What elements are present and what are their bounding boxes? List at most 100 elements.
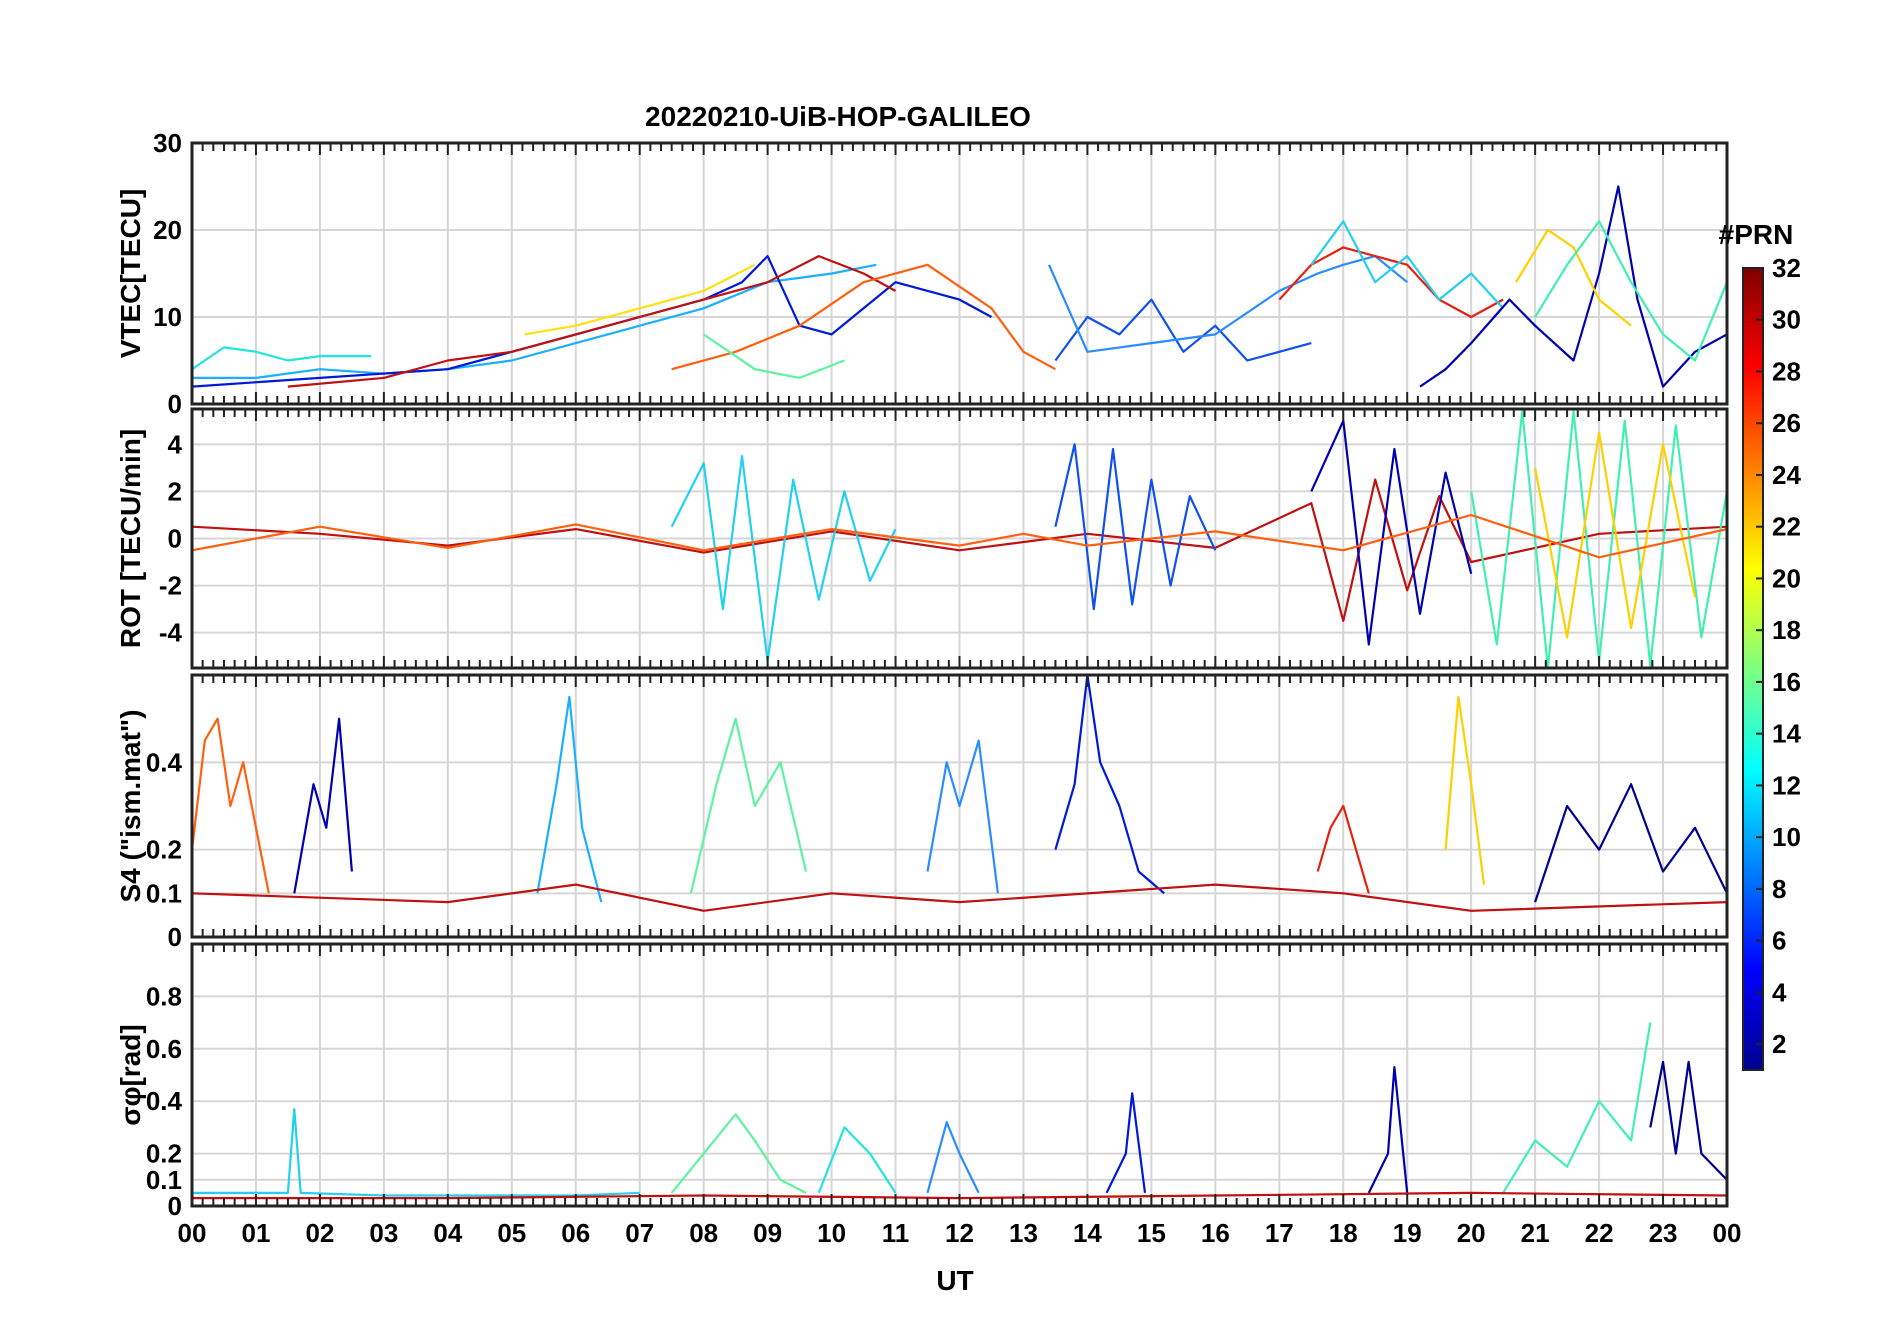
- x-tick-label: 04: [433, 1218, 462, 1248]
- x-tick-label: 18: [1329, 1218, 1358, 1248]
- series-prn-7: [1054, 443, 1217, 611]
- y-tick-label: 0: [168, 1191, 182, 1221]
- series-prn-9: [1047, 255, 1408, 353]
- series-group: [192, 675, 1727, 912]
- x-tick-label: 10: [817, 1218, 846, 1248]
- x-tick-label: 00: [178, 1218, 207, 1248]
- y-tick-label: 0.8: [146, 981, 182, 1011]
- series-prn-2: [1367, 1065, 1409, 1194]
- panel-frame: [190, 141, 1729, 406]
- series-prn-19: [1444, 695, 1486, 885]
- series-prn-28: [1316, 804, 1370, 894]
- x-tick-label: 02: [305, 1218, 334, 1248]
- x-tick-label: 07: [625, 1218, 654, 1248]
- x-tick-label: 06: [561, 1218, 590, 1248]
- series-prn-25: [192, 513, 1727, 559]
- x-tick-label: 12: [945, 1218, 974, 1248]
- x-tick-label: 00: [1713, 1218, 1742, 1248]
- x-tick-label: 05: [497, 1218, 526, 1248]
- y-tick-label: 0.6: [146, 1034, 182, 1064]
- series-prn-2: [293, 717, 353, 894]
- colorbar-tick-label: 32: [1772, 253, 1801, 283]
- series-prn-7: [1054, 298, 1312, 362]
- series-prn-3: [192, 255, 993, 388]
- series-prn-15: [1534, 220, 1727, 362]
- colorbar-title: #PRN: [1719, 219, 1794, 250]
- series-prn-10: [536, 695, 603, 903]
- x-tick-label: 14: [1073, 1218, 1102, 1248]
- x-tick-label: 15: [1137, 1218, 1166, 1248]
- series-prn-2: [1419, 185, 1727, 388]
- y-tick-label: 0: [168, 922, 182, 952]
- x-tick-label: 19: [1393, 1218, 1422, 1248]
- colorbar-tick-label: 26: [1772, 408, 1801, 438]
- series-prn-12: [670, 455, 897, 663]
- panel-s4: 0 0.1 0.2 0.4S4 ("ism.mat"): [115, 673, 1729, 952]
- series-prn-3: [1105, 1092, 1147, 1194]
- colorbar-tick-label: 30: [1772, 305, 1801, 335]
- series-prn-25: [192, 717, 270, 894]
- y-tick-label: 2: [168, 476, 182, 506]
- y-tick-label: 0: [168, 524, 182, 554]
- series-prn-12: [1310, 220, 1504, 310]
- x-tick-label: 09: [753, 1218, 782, 1248]
- x-tick-label: 22: [1585, 1218, 1614, 1248]
- colorbar-tick-label: 14: [1772, 719, 1801, 749]
- colorbar-tick-label: 20: [1772, 563, 1801, 593]
- colorbar-tick-label: 10: [1772, 822, 1801, 852]
- series-prn-3: [1054, 675, 1165, 895]
- colorbar-gradient: [1742, 267, 1764, 1071]
- y-tick-label: 0.2: [146, 835, 182, 865]
- y-tick-label: 30: [153, 128, 182, 158]
- series-prn-16: [703, 333, 845, 379]
- y-tick-label: 0.1: [146, 878, 182, 908]
- y-tick-label: 0.4: [146, 747, 183, 777]
- y-axis-label-vtec: VTEC[TECU]: [115, 189, 146, 359]
- panel-rot: -4 -2 0 2 4 ROT [TECU/min]: [115, 407, 1729, 670]
- series-prn-15: [1502, 1022, 1652, 1194]
- x-axis-label: UT: [936, 1265, 973, 1296]
- series-prn-30: [192, 883, 1727, 912]
- series-prn-1: [1649, 1060, 1727, 1181]
- panel-sigma: 00.10.2 0.4 0.6 0.8σφ[rad]: [115, 942, 1729, 1221]
- x-tick-label: 11: [882, 1218, 910, 1248]
- x-tick-label: 08: [689, 1218, 718, 1248]
- series-prn-28: [1278, 246, 1504, 319]
- panel-frame: [190, 942, 1729, 1208]
- colorbar-tick-label: 2: [1772, 1029, 1786, 1059]
- y-tick-label: 0: [168, 389, 182, 419]
- series-prn-30: [287, 255, 897, 388]
- colorbar-tick-label: 28: [1772, 356, 1801, 386]
- series-prn-19: [1534, 431, 1697, 639]
- series-prn-19: [1514, 228, 1632, 327]
- panel-frame: [190, 407, 1729, 670]
- colorbar-tick-label: 24: [1772, 460, 1801, 490]
- y-axis-label-s4: S4 ("ism.mat"): [115, 709, 146, 902]
- colorbar-tick-label: 22: [1772, 512, 1801, 542]
- chart-title: 20220210-UiB-HOP-GALILEO: [645, 101, 1031, 132]
- colorbar-tick-label: 16: [1772, 667, 1801, 697]
- colorbar-tick-label: 4: [1772, 977, 1787, 1007]
- y-tick-label: -2: [159, 571, 182, 601]
- colorbar-tick-label: 6: [1772, 926, 1786, 956]
- series-prn-16: [689, 717, 808, 894]
- series-prn-12: [192, 1107, 640, 1197]
- series-prn-13: [192, 346, 372, 371]
- series-prn-10: [192, 263, 877, 379]
- x-tick-label: 16: [1201, 1218, 1230, 1248]
- y-tick-label: 4: [168, 429, 183, 459]
- x-tick-label: 01: [241, 1218, 270, 1248]
- series-prn-13: [817, 1126, 897, 1194]
- x-tick-label: 13: [1009, 1218, 1038, 1248]
- series-group: [192, 185, 1727, 388]
- x-tick-label: 20: [1457, 1218, 1486, 1248]
- x-tick-label: 23: [1649, 1218, 1678, 1248]
- x-tick-label: 17: [1265, 1218, 1294, 1248]
- x-tick-label: 21: [1521, 1218, 1550, 1248]
- colorbar-tick-label: 12: [1772, 770, 1801, 800]
- y-axis-label-sigma: σφ[rad]: [115, 1024, 146, 1125]
